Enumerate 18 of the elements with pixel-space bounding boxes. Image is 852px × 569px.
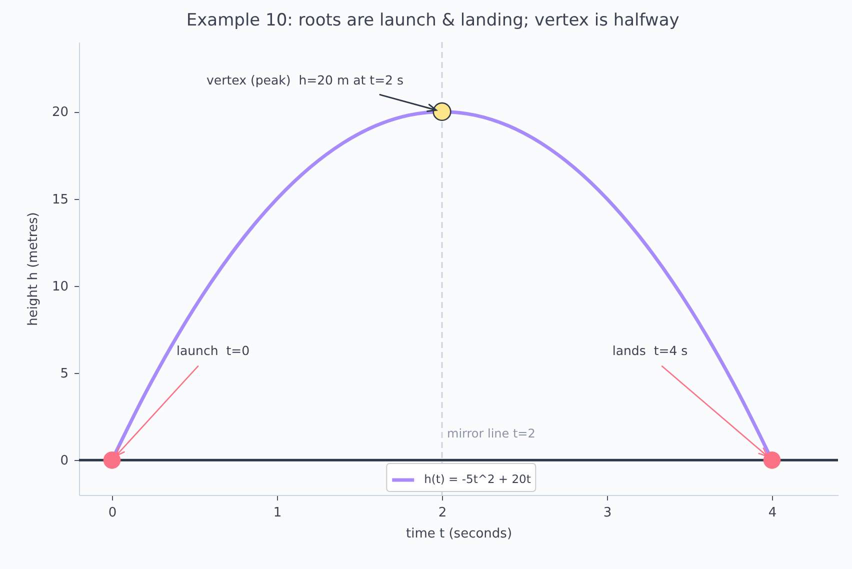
y-tick-label: 0 (60, 454, 68, 469)
chart-title: Example 10: roots are launch & landing; vertex is halfway (186, 10, 680, 30)
y-tick-label: 15 (52, 192, 68, 208)
y-axis-title: height h (metres) (26, 212, 41, 326)
y-tick-label: 5 (60, 366, 68, 382)
legend-label: h(t) = -5t^2 + 20t (424, 472, 532, 486)
x-tick-label: 0 (108, 506, 117, 520)
x-tick-label: 3 (603, 506, 612, 520)
x-tick-label: 4 (768, 506, 777, 520)
y-tick-label: 10 (52, 279, 68, 294)
x-tick-label: 1 (273, 506, 282, 520)
y-tick-label: 20 (52, 105, 68, 120)
x-axis-title: time t (seconds) (406, 526, 512, 542)
annotation: lands t=4 s (612, 343, 688, 358)
x-tick-label: 2 (438, 506, 447, 520)
annotation: launch t=0 (176, 343, 250, 358)
ref-line-label: mirror line t=2 (447, 426, 536, 441)
annotation: vertex (peak) h=20 m at t=2 s (206, 72, 404, 88)
